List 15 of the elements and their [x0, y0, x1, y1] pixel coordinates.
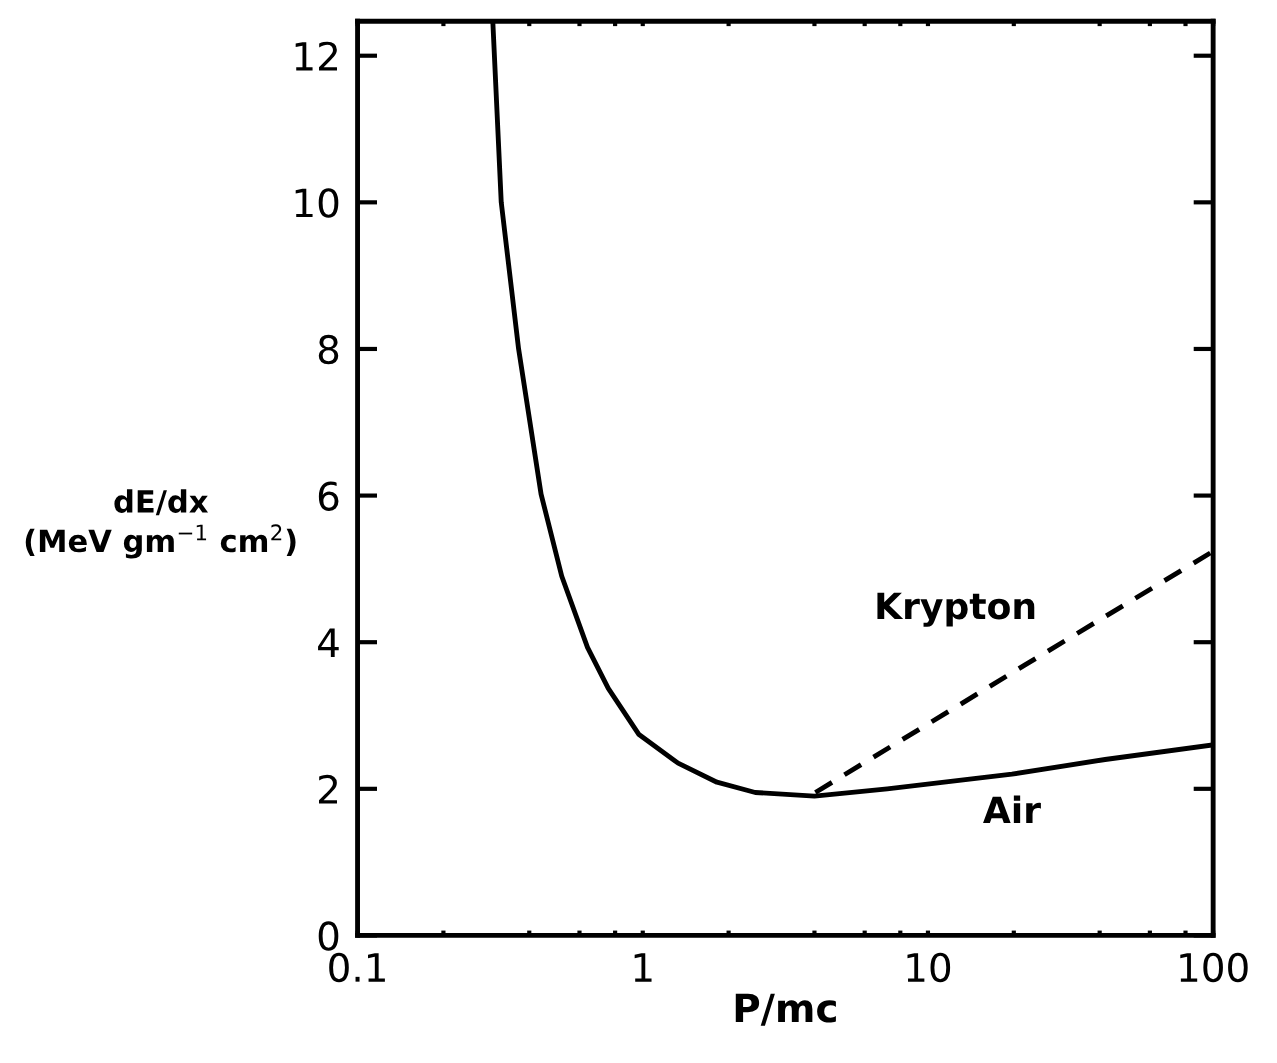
y-axis-title: dE/dx (MeV gm$^{−1}$ cm$^{2}$): [25, 489, 296, 559]
x-tick-label: 100: [1180, 952, 1248, 983]
x-tick-label: 0.1: [329, 952, 385, 983]
y-tick-label: 6: [318, 481, 339, 511]
series-label: Air: [983, 795, 1041, 824]
series-label: Krypton: [877, 592, 1035, 627]
y-tick-label: 2: [319, 774, 337, 804]
y-tick-label: 0: [318, 921, 339, 951]
y-tick-label: 4: [318, 628, 339, 657]
x-tick-label: 1: [634, 953, 652, 982]
y-tick-label: 10: [295, 188, 339, 218]
x-axis-title: P/mc: [735, 993, 836, 1026]
y-tick-label: 8: [318, 334, 339, 365]
y-tick-label: 12: [295, 41, 337, 71]
x-tick-label: 10: [907, 952, 951, 983]
